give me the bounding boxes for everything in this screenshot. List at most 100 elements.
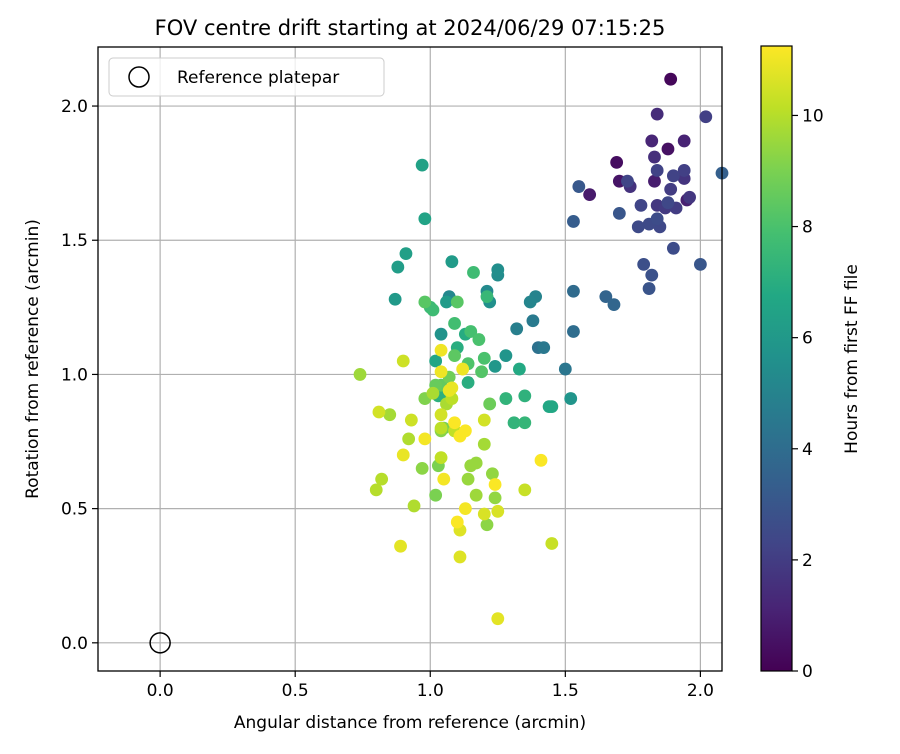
- y-tick-label: 0.5: [61, 500, 88, 520]
- data-point: [429, 488, 443, 502]
- y-tick-label: 0.0: [61, 634, 88, 654]
- data-point: [434, 327, 448, 341]
- data-point: [477, 507, 491, 521]
- data-point: [693, 257, 707, 271]
- data-point: [461, 376, 475, 389]
- data-point: [388, 292, 402, 306]
- data-point: [464, 325, 478, 338]
- data-point: [545, 537, 559, 550]
- data-point: [534, 453, 548, 467]
- x-axis-label: Angular distance from reference (arcmin): [234, 713, 586, 733]
- colorbar-tick-label: 4: [802, 440, 813, 460]
- data-point: [650, 212, 664, 226]
- data-point: [396, 354, 410, 368]
- x-tick-label: 1.0: [417, 681, 444, 701]
- data-point: [488, 359, 502, 373]
- colorbar-ticks: 0 2 4 6 8 10: [792, 106, 824, 682]
- data-point: [507, 416, 521, 430]
- data-point: [567, 215, 580, 228]
- colorbar-tick-label: 0: [802, 662, 813, 682]
- data-point: [480, 290, 494, 303]
- data-point: [699, 110, 713, 124]
- legend-box: [108, 57, 385, 97]
- data-point: [485, 467, 499, 481]
- data-point: [491, 504, 505, 518]
- plot-frame: [97, 46, 723, 672]
- data-point: [434, 451, 448, 465]
- data-point: [650, 107, 664, 121]
- colorbar-tick-label: 6: [802, 329, 813, 349]
- colorbar: 0 2 4 6 8 10 Hours from first FF file: [760, 45, 862, 682]
- data-point: [545, 400, 559, 414]
- data-point: [469, 488, 483, 502]
- data-point: [664, 182, 678, 196]
- data-point: [523, 295, 537, 309]
- data-point: [434, 408, 448, 422]
- colorbar-tick-label: 8: [802, 218, 813, 238]
- data-point: [607, 298, 621, 312]
- data-point: [383, 408, 397, 422]
- x-tick-label: 0.5: [282, 681, 309, 701]
- data-point: [661, 196, 675, 210]
- x-tick-label: 0.0: [147, 681, 174, 701]
- data-point: [683, 190, 696, 204]
- data-point: [518, 389, 532, 403]
- data-point: [402, 432, 416, 446]
- data-point: [407, 499, 421, 513]
- data-point: [645, 134, 659, 148]
- data-point: [369, 483, 383, 497]
- data-point: [391, 260, 405, 274]
- y-axis-ticks: 0.0 0.5 1.0 1.5 2.0: [61, 97, 98, 654]
- data-point: [456, 362, 470, 376]
- data-point: [426, 303, 440, 317]
- data-point: [434, 421, 448, 435]
- data-point: [567, 284, 580, 298]
- colorbar-gradient: [760, 45, 793, 672]
- data-point: [418, 432, 432, 446]
- data-point: [477, 437, 491, 451]
- data-point: [610, 156, 624, 169]
- data-point: [564, 392, 578, 405]
- data-point: [375, 472, 389, 486]
- data-point: [448, 349, 461, 363]
- x-tick-label: 2.0: [687, 681, 714, 701]
- data-point: [475, 365, 488, 379]
- data-point: [645, 268, 659, 282]
- data-point: [650, 164, 664, 177]
- data-point: [642, 282, 656, 295]
- colorbar-tick-label: 10: [802, 106, 824, 126]
- y-tick-label: 1.5: [61, 231, 88, 251]
- data-point: [634, 198, 648, 212]
- reference-platepar-marker: [149, 632, 171, 654]
- data-point: [445, 255, 459, 269]
- data-point: [666, 241, 680, 255]
- data-point: [518, 416, 532, 430]
- data-point: [537, 341, 551, 354]
- data-point: [429, 354, 443, 368]
- data-point: [458, 424, 472, 438]
- x-tick-label: 1.5: [552, 681, 579, 701]
- data-point: [677, 164, 691, 177]
- data-point: [440, 295, 453, 309]
- data-point: [567, 325, 580, 338]
- grid-lines: [98, 47, 722, 671]
- data-point: [434, 343, 448, 357]
- data-point: [631, 220, 645, 234]
- data-point: [637, 257, 651, 271]
- data-points: [353, 72, 729, 626]
- data-point: [648, 174, 661, 188]
- legend-label-reference: Reference platepar: [177, 68, 339, 88]
- data-point: [526, 314, 540, 328]
- data-point: [394, 539, 407, 553]
- data-point: [458, 502, 472, 516]
- data-point: [453, 550, 467, 564]
- data-point: [491, 263, 505, 277]
- data-point: [621, 174, 634, 188]
- data-point: [477, 351, 491, 365]
- data-point: [399, 247, 413, 261]
- data-point: [415, 461, 429, 475]
- data-point: [418, 295, 432, 309]
- x-axis-ticks: 0.0 0.5 1.0 1.5 2.0: [147, 671, 714, 701]
- data-point: [558, 362, 572, 376]
